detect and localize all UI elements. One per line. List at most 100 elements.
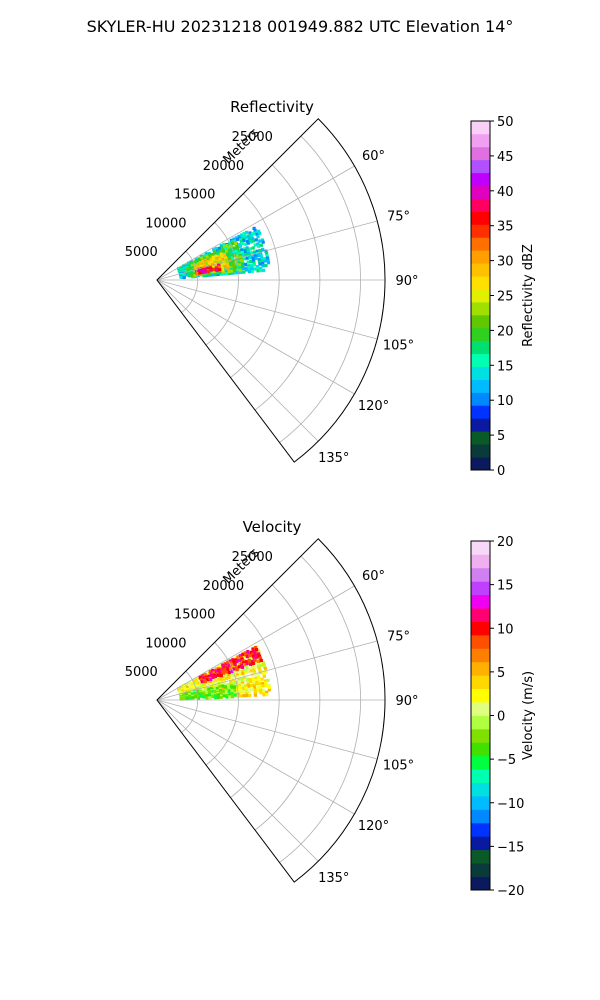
reflectivity-echo-cell (241, 266, 245, 271)
reflectivity-echo-cell (198, 271, 202, 275)
reflectivity-range-tick-label: 15000 (174, 188, 215, 203)
velocity-echo-cell (216, 673, 220, 677)
velocity-echo-cell (248, 667, 253, 671)
velocity-panel: Velocity 5000 10000 15000 20000 25000 60° 75° 9… (125, 518, 536, 899)
reflectivity-echo-cell (233, 271, 237, 275)
reflectivity-sector-frame (156, 118, 386, 463)
velocity-range-tick-label: 5000 (125, 665, 158, 680)
velocity-echo-cell (251, 666, 255, 670)
reflectivity-echo-cell (259, 269, 263, 273)
reflectivity-echo-cell (246, 239, 250, 243)
reflectivity-echo-cell (217, 265, 221, 269)
reflectivity-echo-cell (224, 269, 228, 273)
velocity-colorbar-segment (471, 621, 490, 636)
reflectivity-echo-cell (222, 272, 226, 276)
reflectivity-colorbar-segment (471, 314, 490, 329)
velocity-echo-cell (199, 694, 203, 698)
velocity-azimuth-spoke (156, 699, 319, 862)
velocity-azimuth-tick-label: 75° (387, 629, 410, 644)
velocity-echo-cell (236, 655, 240, 659)
reflectivity-echo-cell (204, 270, 208, 274)
velocity-colorbar-segment (471, 822, 490, 837)
velocity-echo-cell (252, 679, 256, 683)
velocity-echo-cell (212, 671, 216, 675)
velocity-azimuth-tick-label: 105° (383, 759, 414, 774)
velocity-echo-cell (202, 693, 206, 697)
reflectivity-colorbar-segment (471, 353, 490, 367)
reflectivity-echo-cell (240, 241, 244, 245)
reflectivity-colorbar-segment (471, 340, 490, 355)
reflectivity-echo-cell (235, 265, 239, 269)
velocity-echo-cell (234, 670, 238, 674)
reflectivity-echo-cell (235, 251, 239, 255)
reflectivity-echo-cell (230, 271, 234, 275)
reflectivity-echo-cell (179, 266, 183, 270)
reflectivity-colorbar-segment (471, 198, 490, 212)
velocity-colorbar-segment (471, 648, 490, 663)
reflectivity-echo-cell (252, 263, 256, 267)
velocity-echo-cell (259, 686, 263, 690)
velocity-title: Velocity (243, 518, 302, 536)
velocity-echo-cell (238, 687, 243, 691)
reflectivity-echo-cell (237, 259, 241, 263)
reflectivity-echo-cell (237, 234, 241, 238)
reflectivity-range-ring (279, 135, 361, 443)
reflectivity-colorbar-segment (471, 185, 490, 199)
velocity-echo-cell (243, 663, 247, 667)
velocity-echo-cell (231, 693, 235, 697)
reflectivity-echo-cell (204, 260, 208, 265)
velocity-echo-cell (204, 688, 208, 692)
velocity-echo-cell (262, 662, 266, 666)
velocity-echo-cell (258, 668, 262, 673)
velocity-echo-cell (200, 684, 204, 688)
velocity-echo-cell (237, 680, 241, 684)
reflectivity-echo-cell (237, 250, 241, 254)
reflectivity-echo-cell (252, 261, 256, 265)
velocity-echo-cell (239, 690, 243, 694)
velocity-echo-cell (242, 694, 246, 698)
reflectivity-echo-cell (252, 226, 256, 230)
velocity-echo-cell (221, 686, 225, 690)
velocity-echo-cell (247, 652, 251, 656)
velocity-echo-cell (211, 675, 215, 679)
velocity-echo-cell (258, 680, 262, 684)
velocity-colorbar-segment (471, 796, 490, 810)
reflectivity-echo-cell (259, 253, 263, 257)
reflectivity-echo-cell (236, 247, 240, 251)
velocity-echo-cell (238, 672, 242, 676)
velocity-echo-cell (200, 680, 204, 684)
reflectivity-echo-cell (217, 246, 222, 250)
reflectivity-echo-cell (221, 257, 225, 262)
velocity-echo-cell (216, 695, 220, 699)
reflectivity-colorbar-segment (471, 276, 490, 290)
reflectivity-echo-cell (252, 259, 256, 263)
velocity-echo-cell (217, 665, 221, 669)
velocity-echo-cell (262, 693, 266, 697)
velocity-echo-cell (240, 657, 244, 661)
velocity-echo-cell (255, 680, 259, 684)
velocity-echo-cell (262, 672, 266, 676)
reflectivity-echo-cell (265, 254, 269, 258)
velocity-echo-cell (257, 659, 261, 663)
reflectivity-echo-cell (236, 258, 240, 262)
reflectivity-echo-cell (214, 254, 218, 258)
velocity-echo-cell (247, 686, 251, 690)
reflectivity-azimuth-spoke (156, 279, 378, 340)
velocity-echo-cell (252, 649, 256, 653)
velocity-echo-cell (227, 690, 232, 694)
velocity-echo-cell (264, 683, 268, 688)
reflectivity-echo-cell (234, 236, 238, 240)
velocity-azimuth-spoke (156, 699, 378, 760)
velocity-echo-cell (204, 691, 209, 695)
reflectivity-echo-cell (247, 268, 251, 272)
reflectivity-echo-cell (248, 231, 252, 235)
velocity-echo-cell (251, 654, 255, 658)
reflectivity-echo-cell (241, 253, 246, 257)
reflectivity-colorbar-segment (471, 250, 490, 264)
velocity-echo-cell (264, 681, 268, 685)
velocity-echo-cell (179, 697, 183, 701)
velocity-colorbar-segment (471, 849, 490, 864)
reflectivity-echo-cell (216, 251, 220, 255)
velocity-echo-cell (247, 688, 251, 692)
reflectivity-echo-cell (256, 253, 260, 258)
